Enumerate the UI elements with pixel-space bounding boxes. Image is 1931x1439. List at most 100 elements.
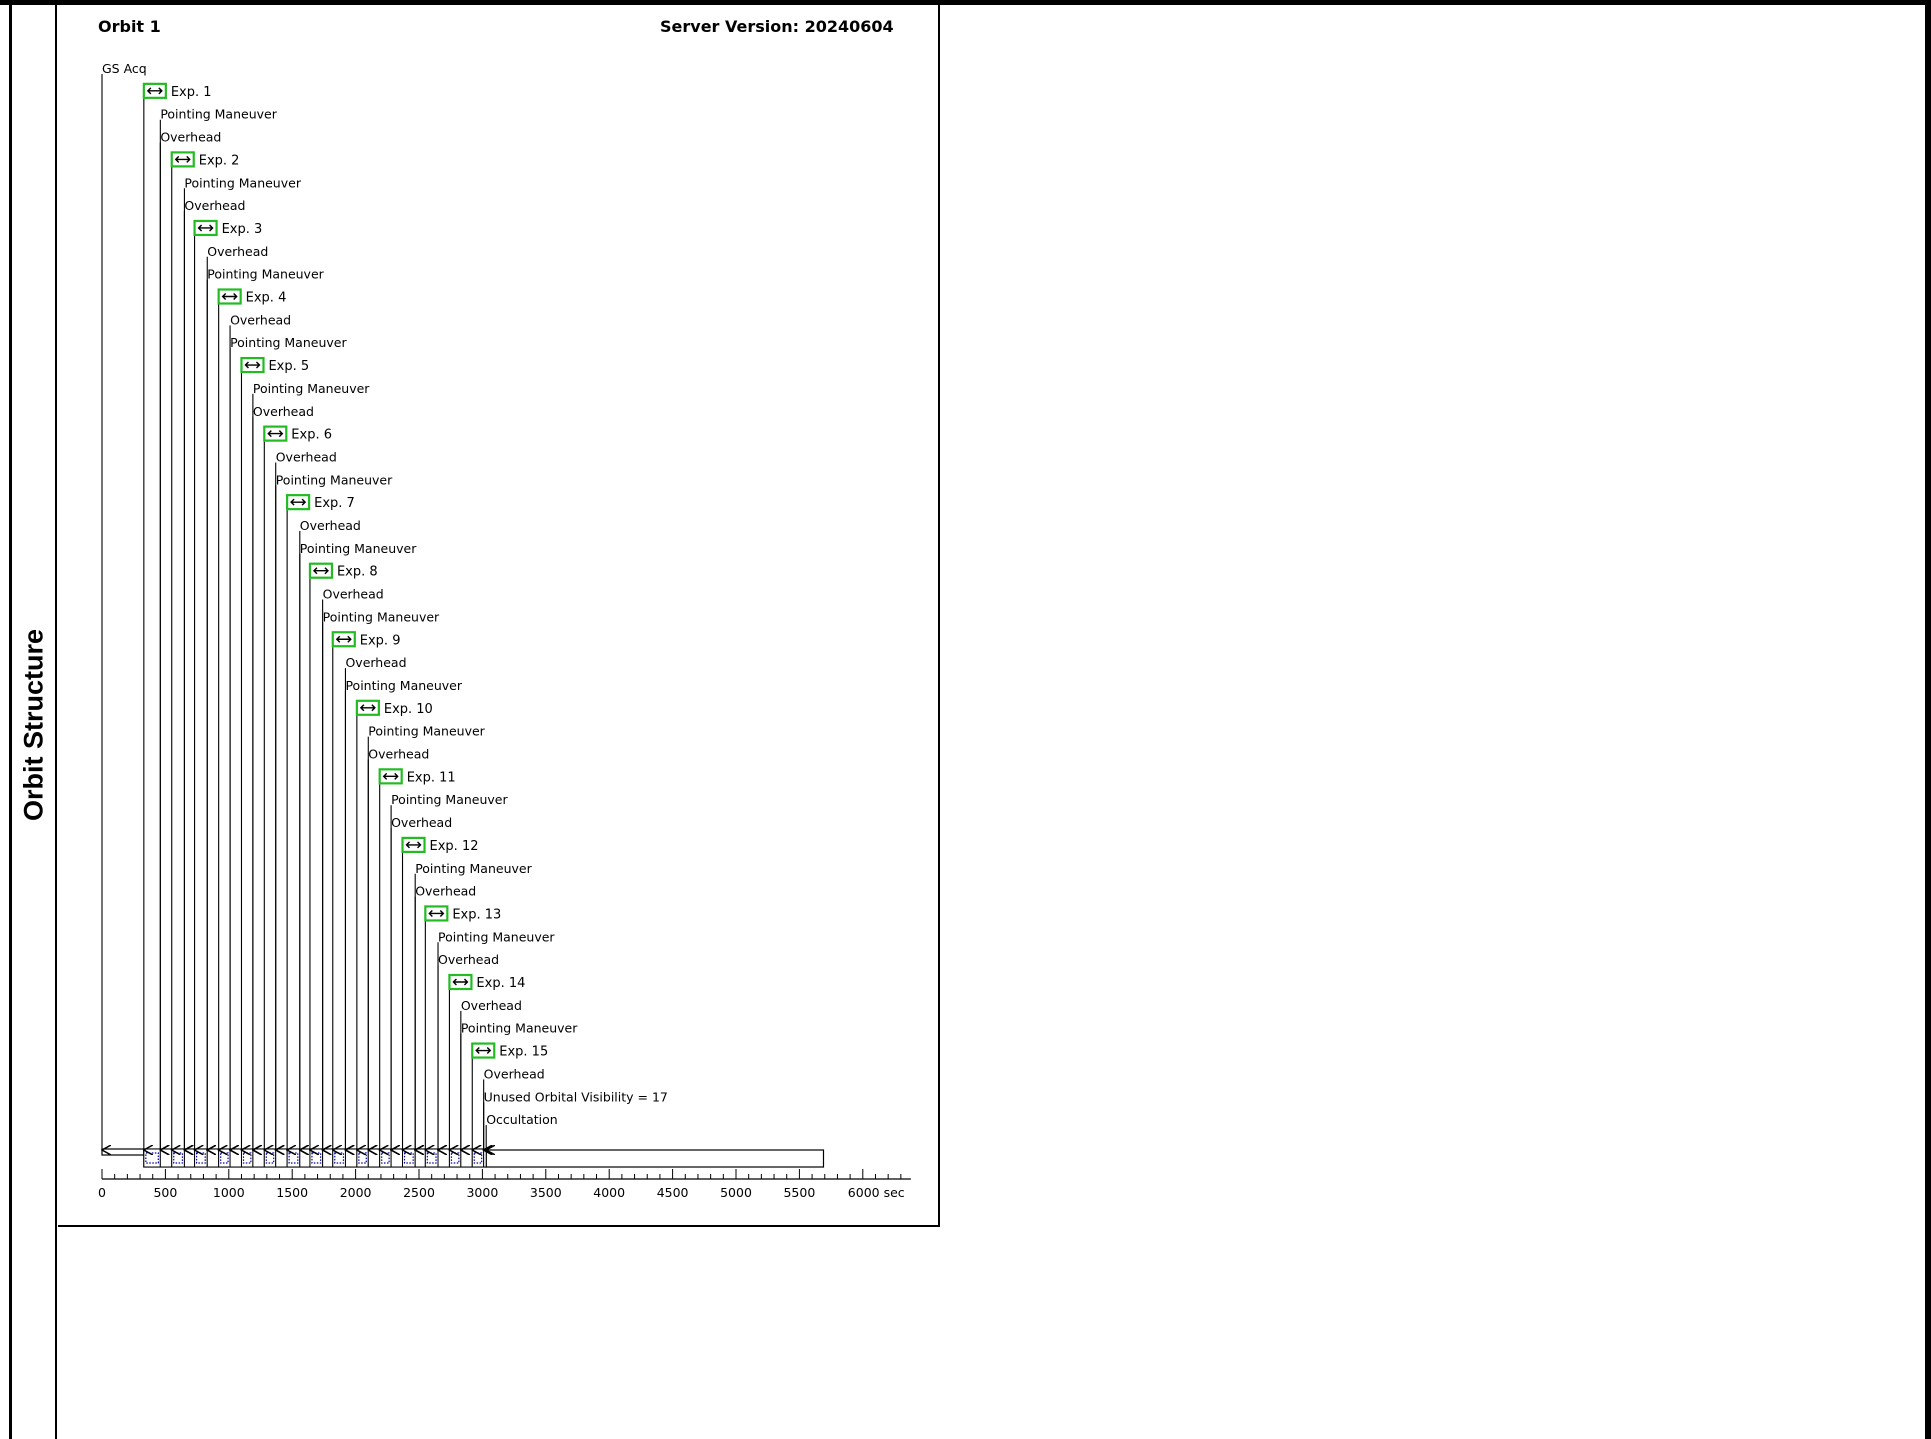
double-arrow-glyph (221, 293, 238, 300)
overhead-cell (183, 1148, 196, 1168)
exposure-label: Exp. 15 (499, 1045, 548, 1060)
event-label: Pointing Maneuver (230, 335, 347, 350)
orbit-panel (58, 5, 940, 1227)
exposure-label: Exp. 7 (314, 496, 355, 511)
event-label: Pointing Maneuver (368, 724, 485, 739)
exposure-label: Exp. 1 (171, 85, 212, 100)
tick-label: 2000 (340, 1185, 372, 1200)
event-label: Overhead (160, 130, 221, 145)
exposure-label: Exp. 14 (476, 976, 525, 991)
tick-label: 6000 sec (848, 1185, 905, 1200)
exposure-label: Exp. 5 (268, 359, 309, 374)
right-border (1925, 0, 1931, 1439)
tick-label: 3000 (466, 1185, 498, 1200)
exposure-label: Exp. 11 (407, 770, 456, 785)
event-label: Occultation (486, 1112, 557, 1127)
tick-label: 3500 (530, 1185, 562, 1200)
event-label: Overhead (345, 655, 406, 670)
overhead-cell (460, 1148, 473, 1168)
exposure-cell (286, 1148, 301, 1168)
overhead-cell (275, 1148, 288, 1168)
exposure-cell (171, 1148, 185, 1168)
exposure-cell (424, 1148, 439, 1168)
exposure-label: Exp. 13 (452, 907, 501, 922)
event-label: Pointing Maneuver (207, 267, 324, 282)
double-arrow-glyph (475, 1047, 492, 1055)
exposure-cell (332, 1148, 346, 1168)
event-label: Overhead (415, 884, 476, 899)
event-label: Pointing Maneuver (323, 609, 440, 624)
event-label: Unused Orbital Visibility = 17 (484, 1089, 668, 1104)
event-label: Overhead (207, 244, 268, 259)
exposure-label: Exp. 9 (360, 633, 401, 648)
event-label: Pointing Maneuver (160, 107, 277, 122)
exposure-label: Exp. 2 (199, 153, 240, 168)
double-arrow-glyph (452, 978, 469, 986)
exposure-label: Exp. 3 (222, 222, 263, 237)
tick-label: 0 (98, 1185, 106, 1200)
overhead-cell (206, 1148, 220, 1168)
tick-label: 500 (153, 1185, 177, 1200)
double-arrow-glyph (290, 498, 307, 506)
exposure-label: Exp. 12 (430, 839, 479, 854)
tick-label: 2500 (403, 1185, 435, 1200)
exposure-label: Exp. 4 (246, 291, 287, 306)
exposure-label: Exp. 8 (337, 565, 378, 580)
event-label: Overhead (438, 952, 499, 967)
event-label: Pointing Maneuver (300, 541, 417, 556)
double-arrow-glyph (428, 909, 445, 917)
exposure-label: Exp. 10 (384, 702, 433, 717)
top-border (0, 0, 1931, 5)
event-label: Overhead (276, 449, 337, 464)
tick-label: 5000 (720, 1185, 752, 1200)
event-label: Pointing Maneuver (415, 861, 532, 876)
event-label: Pointing Maneuver (276, 472, 393, 487)
tick-label: 1500 (276, 1185, 308, 1200)
overhead-cell (252, 1148, 265, 1168)
side-title-strip (9, 5, 57, 1439)
exposure-label: Exp. 6 (291, 428, 332, 443)
event-label: Overhead (253, 404, 314, 419)
tick-label: 4000 (593, 1185, 625, 1200)
double-arrow-glyph (312, 567, 329, 575)
double-arrow-glyph (244, 361, 261, 369)
overhead-cell (322, 1148, 334, 1168)
event-label: Overhead (484, 1066, 545, 1081)
overhead-cell (367, 1148, 381, 1168)
double-arrow-glyph (174, 155, 191, 163)
tick-label: 1000 (213, 1185, 245, 1200)
overhead-cell (299, 1148, 311, 1168)
event-label: Pointing Maneuver (184, 175, 301, 190)
overhead-cell (229, 1148, 242, 1168)
event-label: Overhead (184, 198, 245, 213)
event-label: Pointing Maneuver (438, 929, 555, 944)
tick-label: 4500 (657, 1185, 689, 1200)
event-label: Overhead (323, 587, 384, 602)
event-label: Pointing Maneuver (345, 678, 462, 693)
server-version: Server Version: 20240604 (660, 17, 894, 36)
overhead-cell (437, 1148, 450, 1168)
orbit-title: Orbit 1 (98, 17, 161, 36)
event-label: Overhead (368, 747, 429, 762)
event-label: Overhead (230, 312, 291, 327)
double-arrow-glyph (267, 430, 284, 438)
overhead-cell (344, 1148, 358, 1168)
occultation-bar (485, 1149, 825, 1168)
double-arrow-glyph (146, 87, 163, 95)
double-arrow-glyph (359, 704, 376, 712)
tick-label: 5500 (783, 1185, 815, 1200)
event-label: Overhead (391, 815, 452, 830)
event-label: Overhead (300, 518, 361, 533)
exposure-cell (309, 1148, 324, 1168)
event-label: GS Acq (102, 61, 147, 76)
exposure-cell (194, 1148, 208, 1168)
overhead-cell (159, 1148, 173, 1168)
double-arrow-glyph (405, 841, 422, 849)
event-label: Pointing Maneuver (391, 792, 508, 807)
event-label: Pointing Maneuver (461, 1021, 578, 1036)
event-label: Pointing Maneuver (253, 381, 370, 396)
event-label: Overhead (461, 998, 522, 1013)
double-arrow-glyph (335, 635, 352, 643)
overhead-cell (414, 1148, 426, 1168)
